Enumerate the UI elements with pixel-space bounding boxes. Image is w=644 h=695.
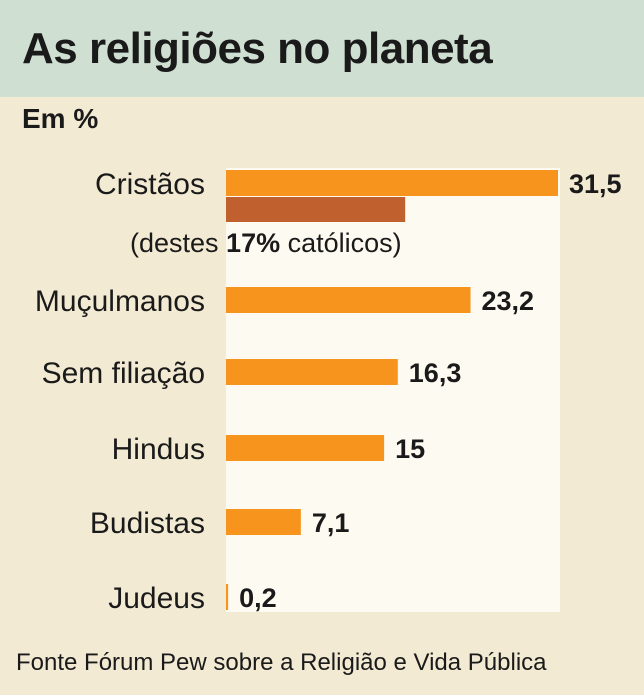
category-label: Judeus bbox=[108, 582, 205, 615]
plot-panel bbox=[226, 168, 560, 612]
value-label: 31,5 bbox=[569, 169, 622, 199]
bar bbox=[226, 359, 398, 385]
value-label: 16,3 bbox=[409, 358, 462, 388]
category-label: Hindus bbox=[112, 433, 205, 466]
value-label: 7,1 bbox=[312, 508, 350, 538]
category-label: Cristãos bbox=[95, 168, 205, 201]
note-highlight: 17% bbox=[226, 228, 281, 258]
value-label: 23,2 bbox=[482, 286, 535, 316]
note-suffix: católicos) bbox=[280, 228, 402, 258]
bar bbox=[226, 287, 471, 313]
value-label: 0,2 bbox=[239, 583, 277, 613]
category-label: Budistas bbox=[90, 507, 205, 540]
sub-bar bbox=[226, 197, 406, 222]
bar bbox=[226, 170, 558, 196]
bar bbox=[226, 584, 229, 610]
chart-title: As religiões no planeta bbox=[22, 24, 493, 73]
unit-label: Em % bbox=[22, 103, 99, 134]
catholic-note: (destes 17% católicos) bbox=[130, 228, 402, 259]
source-credit: Fonte Fórum Pew sobre a Religião e Vida … bbox=[16, 649, 547, 676]
category-label: Sem filiação bbox=[42, 357, 205, 390]
category-label: Muçulmanos bbox=[35, 285, 205, 318]
bar bbox=[226, 435, 385, 461]
bar bbox=[226, 509, 301, 535]
value-label: 15 bbox=[395, 434, 425, 464]
header-band bbox=[0, 0, 644, 97]
note-prefix: (destes bbox=[130, 228, 227, 258]
